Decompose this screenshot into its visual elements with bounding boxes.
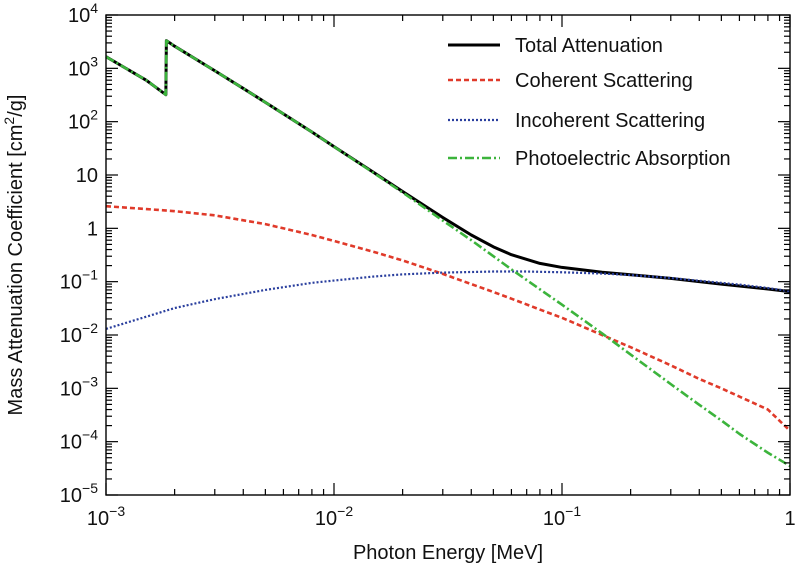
x-axis-label: Photon Energy [MeV] [353, 542, 543, 564]
y-tick-label: 1 [87, 218, 98, 240]
tick-layer: 10−3 10−2 10−1 1 10−5 10−4 10−3 10−2 10−1 1 10 102 1… [60, 0, 796, 530]
legend-label: Photoelectric Absorption [515, 148, 731, 170]
y-tick-label: 10−3 [60, 373, 98, 400]
legend-label: Coherent Scattering [515, 70, 693, 92]
series-line-incoherent-scattering [105, 270, 791, 330]
legend-label: Total Attenuation [515, 35, 663, 57]
y-tick-label: 102 [68, 107, 98, 134]
series-layer [105, 39, 791, 468]
y-tick-label: 10−4 [60, 427, 98, 454]
y-tick-label: 10−1 [60, 267, 98, 294]
plot-frame [105, 14, 791, 496]
x-tick-label: 10−2 [315, 503, 353, 530]
legend: Total Attenuation Coherent Scattering Inco… [448, 35, 731, 170]
y-axis-label: Mass Attenuation Coefficient [cm2/g] [1, 95, 27, 416]
series-line-photoelectric-absorption [105, 39, 791, 468]
y-tick-label: 104 [68, 0, 98, 27]
y-tick-label: 10 [76, 165, 98, 187]
x-tick-label: 1 [784, 508, 795, 530]
x-tick-label: 10−3 [87, 503, 125, 530]
y-tick-label: 10−2 [60, 320, 98, 347]
x-tick-label: 10−1 [543, 503, 581, 530]
series-line-total-attenuation [105, 39, 791, 294]
legend-label: Incoherent Scattering [515, 110, 705, 132]
y-tick-label: 103 [68, 53, 98, 80]
y-tick-label: 10−5 [60, 480, 98, 507]
